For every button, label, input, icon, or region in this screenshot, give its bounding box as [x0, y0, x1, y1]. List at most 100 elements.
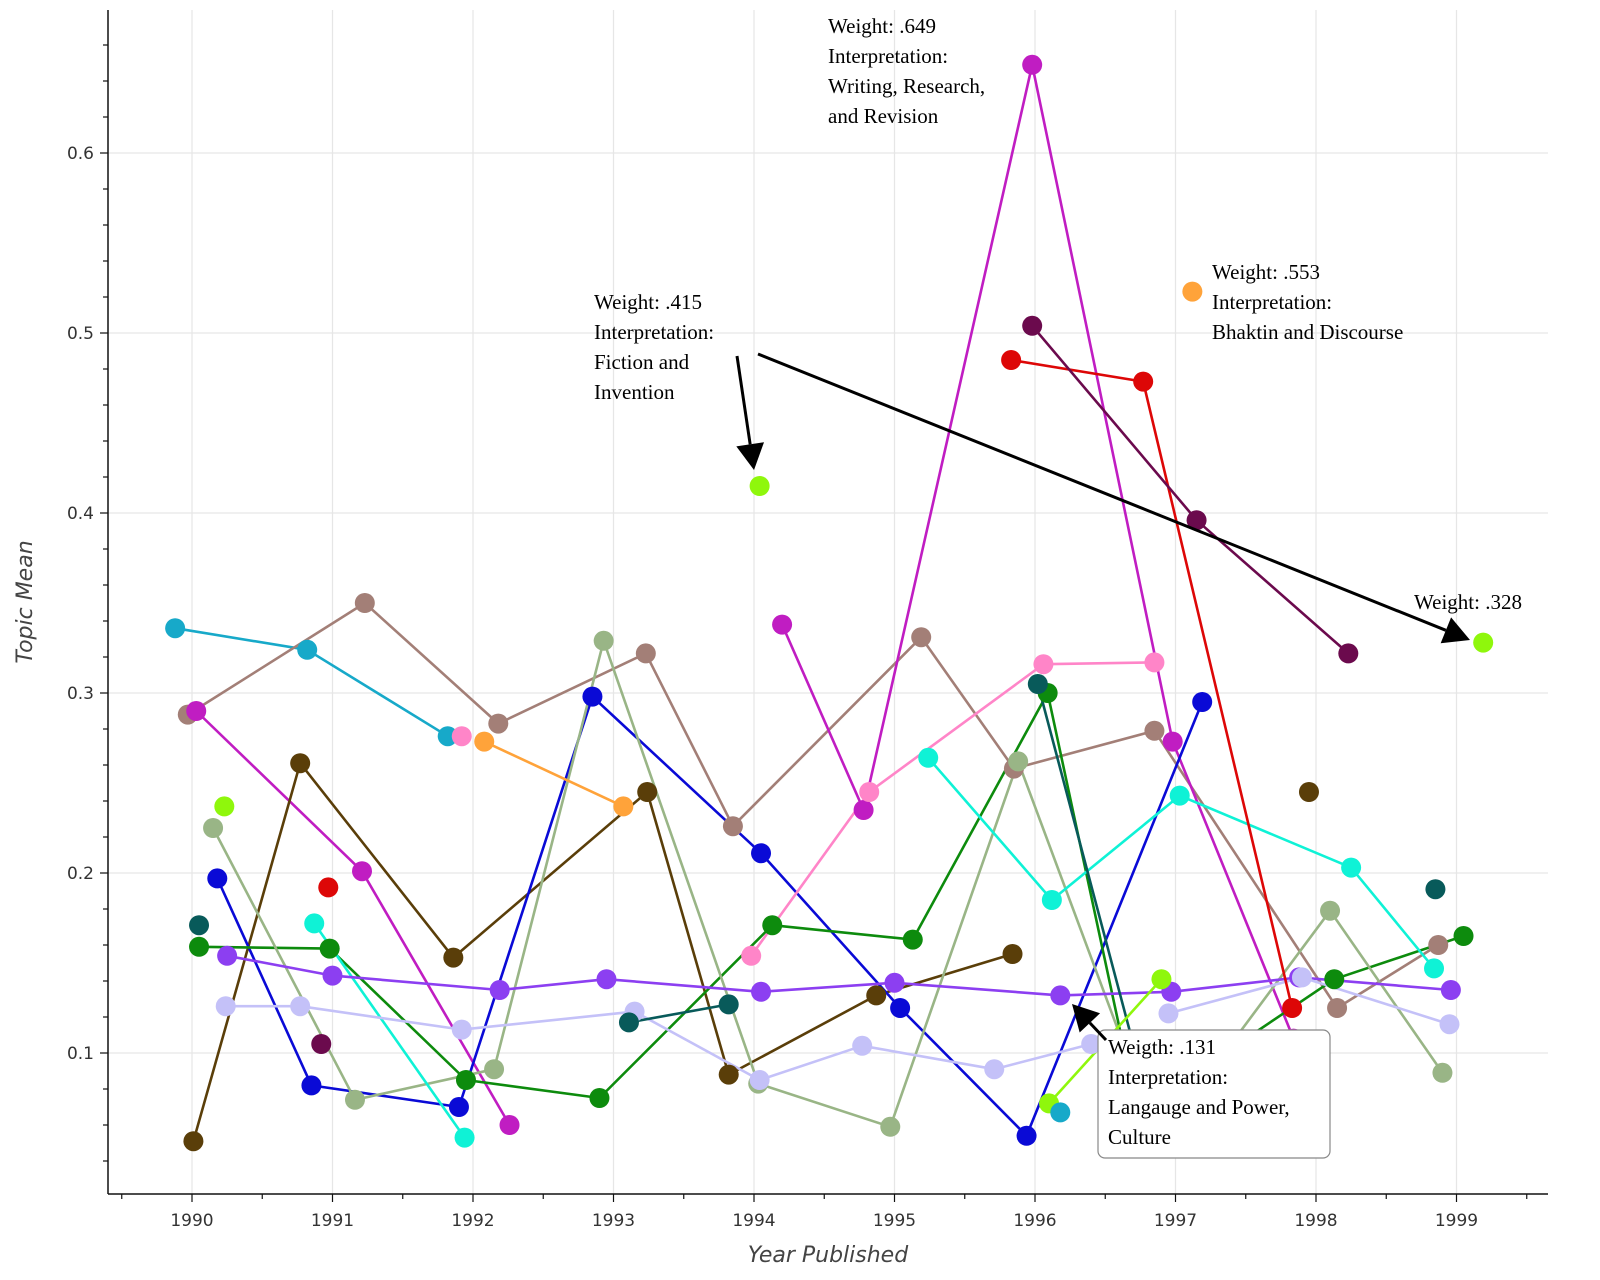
series-line	[199, 691, 1135, 1100]
annotation-line: Weigth: .131	[1108, 1035, 1216, 1059]
data-point	[1425, 879, 1446, 900]
data-point	[1162, 731, 1183, 752]
data-point	[1320, 900, 1341, 921]
data-point	[1282, 998, 1303, 1018]
data-point	[489, 980, 510, 1000]
data-point	[762, 915, 783, 936]
data-point	[318, 877, 339, 898]
annotation-line: Fiction and	[594, 350, 690, 374]
data-point	[290, 996, 311, 1017]
annotation-line: Interpretation:	[1212, 290, 1332, 314]
data-point	[186, 701, 207, 721]
data-point	[1041, 890, 1062, 910]
series-line	[216, 695, 1204, 1138]
data-point	[189, 936, 210, 957]
data-point	[290, 753, 311, 774]
x-tick-label: 1997	[1154, 1211, 1197, 1231]
series-line	[780, 63, 1295, 1040]
series-line	[483, 740, 624, 808]
y-tick-label: 0.5	[67, 324, 94, 344]
data-point	[1424, 958, 1445, 979]
annotation: Weight: .328	[1414, 590, 1522, 614]
data-point	[189, 915, 210, 936]
data-point	[297, 639, 318, 660]
data-point	[1324, 969, 1345, 990]
annotation: Weight: .415 Interpretation: Fiction and In…	[594, 290, 714, 404]
x-tick-label: 1990	[170, 1211, 213, 1231]
data-point	[488, 713, 509, 734]
data-point	[911, 627, 932, 648]
data-point	[1298, 782, 1319, 802]
data-point	[1022, 315, 1043, 336]
data-point	[322, 965, 343, 986]
x-tick-label: 1992	[451, 1211, 494, 1231]
data-point	[443, 947, 464, 968]
annotation-box	[1097, 1029, 1331, 1159]
data-point	[984, 1059, 1005, 1080]
annotation-arrowhead	[1440, 617, 1470, 644]
data-point	[593, 630, 614, 651]
data-point	[718, 1064, 739, 1085]
data-point	[1440, 980, 1461, 1000]
data-point	[1001, 350, 1022, 370]
x-tick-label: 1993	[592, 1211, 635, 1231]
x-tick-label: 1995	[873, 1211, 916, 1231]
data-point	[1169, 785, 1190, 806]
data-point	[1050, 1102, 1071, 1123]
series-line	[628, 1003, 729, 1024]
data-point	[722, 816, 743, 837]
data-point	[1439, 1014, 1460, 1035]
annotation-line: Weight: .649	[828, 14, 936, 38]
data-point	[1081, 1034, 1102, 1054]
series-line	[750, 661, 1155, 957]
data-point	[1473, 632, 1494, 653]
data-point	[1327, 998, 1348, 1018]
data-point	[853, 800, 874, 820]
data-point	[1291, 967, 1312, 988]
series-line	[313, 922, 466, 1139]
data-point	[1182, 281, 1203, 302]
data-point	[890, 998, 911, 1018]
data-point	[582, 686, 603, 707]
data-point	[354, 593, 375, 613]
x-axis-title: Year Published	[748, 1243, 909, 1268]
data-point	[311, 1034, 332, 1054]
data-point	[344, 1089, 365, 1110]
grid	[108, 10, 1548, 1194]
y-tick-label: 0.1	[67, 1044, 94, 1064]
series-line	[211, 639, 1135, 1129]
y-tick-label: 0.3	[67, 684, 94, 704]
annotation: Weight: .553 Interpretation: Bhaktin and D…	[1212, 260, 1403, 344]
series-line	[1010, 358, 1294, 1009]
data-point	[183, 1131, 204, 1152]
series-line	[1036, 683, 1142, 1072]
annotation-line: Culture	[1108, 1125, 1171, 1149]
annotation-line: Interpretation:	[828, 44, 948, 68]
data-point	[203, 818, 224, 838]
annotation-line: Interpretation:	[1108, 1065, 1228, 1089]
data-point	[1432, 1062, 1453, 1083]
data-point	[1144, 720, 1165, 741]
series-points	[165, 54, 1494, 1152]
y-tick-label: 0.4	[67, 504, 94, 524]
data-point	[1144, 652, 1165, 673]
data-point	[902, 929, 923, 950]
data-point	[448, 1097, 469, 1117]
data-point	[751, 843, 772, 864]
x-tick-label: 1996	[1013, 1211, 1056, 1231]
annotations: Weight: .649 Interpretation: Writing, Rese…	[594, 14, 1522, 1159]
data-point	[613, 796, 634, 817]
data-point	[217, 945, 238, 966]
data-point	[1186, 510, 1207, 531]
data-point	[165, 618, 186, 639]
annotation-line: Langauge and Power,	[1108, 1095, 1290, 1119]
data-point	[1027, 674, 1048, 694]
annotation-line: Interpretation:	[594, 320, 714, 344]
data-point	[741, 945, 762, 966]
data-point	[1158, 1003, 1179, 1024]
data-point	[214, 796, 235, 817]
data-point	[1453, 926, 1474, 946]
y-axis-title: Topic Mean	[13, 540, 38, 663]
annotation-line: Invention	[594, 380, 675, 404]
